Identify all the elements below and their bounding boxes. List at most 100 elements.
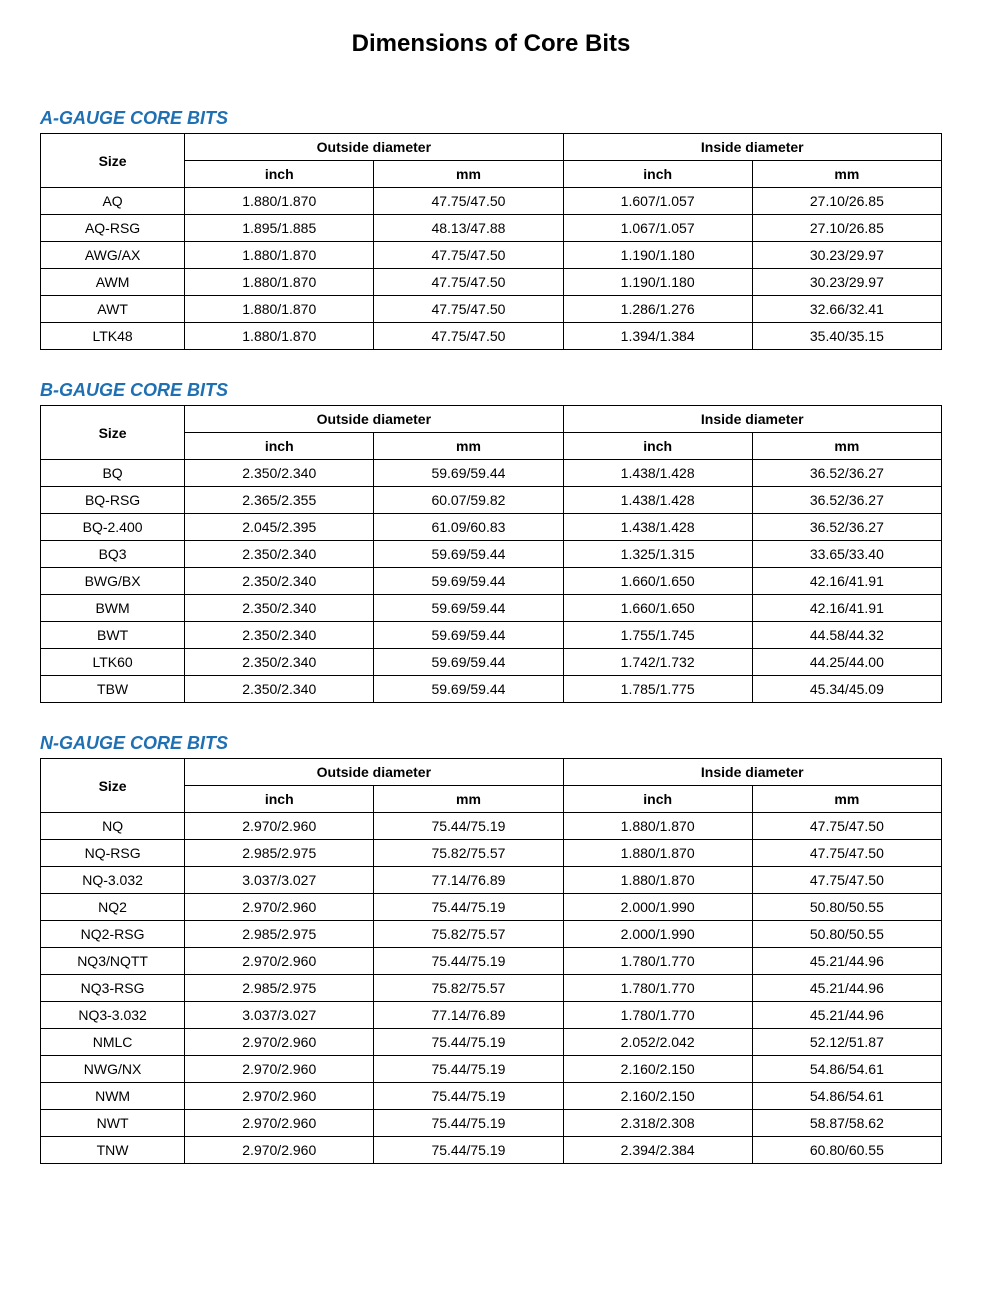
cell-id_in: 1.325/1.315 [563, 541, 752, 568]
table-row: BQ32.350/2.34059.69/59.441.325/1.31533.6… [41, 541, 942, 568]
table-row: NQ3/NQTT2.970/2.96075.44/75.191.780/1.77… [41, 948, 942, 975]
cell-id_mm: 47.75/47.50 [752, 813, 941, 840]
cell-id_in: 2.318/2.308 [563, 1110, 752, 1137]
cell-size: BWG/BX [41, 568, 185, 595]
cell-id_mm: 42.16/41.91 [752, 595, 941, 622]
table-row: BQ-2.4002.045/2.39561.09/60.831.438/1.42… [41, 514, 942, 541]
data-table: SizeOutside diameterInside diameterinchm… [40, 758, 942, 1164]
cell-id_in: 2.000/1.990 [563, 894, 752, 921]
cell-size: NQ3-RSG [41, 975, 185, 1002]
cell-id_mm: 45.21/44.96 [752, 1002, 941, 1029]
cell-od_mm: 59.69/59.44 [374, 541, 563, 568]
page-title: Dimensions of Core Bits [40, 30, 942, 58]
cell-od_in: 2.350/2.340 [185, 595, 374, 622]
cell-id_in: 1.607/1.057 [563, 188, 752, 215]
cell-id_in: 1.067/1.057 [563, 215, 752, 242]
cell-size: NQ-3.032 [41, 867, 185, 894]
cell-od_mm: 75.44/75.19 [374, 1056, 563, 1083]
cell-id_mm: 36.52/36.27 [752, 460, 941, 487]
cell-id_in: 1.880/1.870 [563, 813, 752, 840]
cell-id_in: 2.160/2.150 [563, 1083, 752, 1110]
col-subheader-mm-1: mm [374, 161, 563, 188]
col-header-size: Size [41, 134, 185, 188]
table-row: LTK481.880/1.87047.75/47.501.394/1.38435… [41, 323, 942, 350]
cell-id_in: 1.438/1.428 [563, 487, 752, 514]
cell-id_in: 2.000/1.990 [563, 921, 752, 948]
table-row: NQ-3.0323.037/3.02777.14/76.891.880/1.87… [41, 867, 942, 894]
cell-od_in: 2.985/2.975 [185, 975, 374, 1002]
cell-od_in: 2.350/2.340 [185, 568, 374, 595]
cell-od_in: 2.365/2.355 [185, 487, 374, 514]
cell-id_mm: 44.58/44.32 [752, 622, 941, 649]
cell-size: BWM [41, 595, 185, 622]
table-row: TBW2.350/2.34059.69/59.441.785/1.77545.3… [41, 676, 942, 703]
table-row: BWG/BX2.350/2.34059.69/59.441.660/1.6504… [41, 568, 942, 595]
col-header-size: Size [41, 406, 185, 460]
col-subheader-mm-3: mm [752, 433, 941, 460]
cell-size: TBW [41, 676, 185, 703]
cell-od_in: 2.350/2.340 [185, 622, 374, 649]
cell-od_mm: 47.75/47.50 [374, 323, 563, 350]
col-subheader-inch-2: inch [563, 786, 752, 813]
col-subheader-mm-3: mm [752, 786, 941, 813]
cell-size: NQ3-3.032 [41, 1002, 185, 1029]
cell-od_mm: 59.69/59.44 [374, 595, 563, 622]
col-subheader-mm-1: mm [374, 786, 563, 813]
cell-id_in: 1.660/1.650 [563, 595, 752, 622]
cell-od_in: 1.880/1.870 [185, 296, 374, 323]
col-subheader-mm-3: mm [752, 161, 941, 188]
cell-od_in: 2.970/2.960 [185, 813, 374, 840]
cell-od_mm: 47.75/47.50 [374, 242, 563, 269]
cell-size: TNW [41, 1137, 185, 1164]
cell-id_mm: 44.25/44.00 [752, 649, 941, 676]
cell-od_in: 2.970/2.960 [185, 1110, 374, 1137]
cell-id_mm: 27.10/26.85 [752, 215, 941, 242]
cell-id_mm: 30.23/29.97 [752, 269, 941, 296]
cell-id_in: 2.052/2.042 [563, 1029, 752, 1056]
table-row: BQ2.350/2.34059.69/59.441.438/1.42836.52… [41, 460, 942, 487]
table-row: LTK602.350/2.34059.69/59.441.742/1.73244… [41, 649, 942, 676]
cell-od_mm: 75.82/75.57 [374, 921, 563, 948]
cell-size: BQ3 [41, 541, 185, 568]
cell-id_mm: 27.10/26.85 [752, 188, 941, 215]
cell-size: NMLC [41, 1029, 185, 1056]
cell-od_mm: 47.75/47.50 [374, 296, 563, 323]
cell-od_mm: 60.07/59.82 [374, 487, 563, 514]
cell-size: NWT [41, 1110, 185, 1137]
col-header-inside: Inside diameter [563, 759, 941, 786]
cell-id_in: 1.880/1.870 [563, 840, 752, 867]
cell-id_in: 1.780/1.770 [563, 1002, 752, 1029]
cell-id_mm: 54.86/54.61 [752, 1056, 941, 1083]
col-subheader-inch-0: inch [185, 433, 374, 460]
col-subheader-inch-2: inch [563, 433, 752, 460]
cell-id_mm: 36.52/36.27 [752, 514, 941, 541]
cell-id_in: 2.394/2.384 [563, 1137, 752, 1164]
table-row: AWT1.880/1.87047.75/47.501.286/1.27632.6… [41, 296, 942, 323]
cell-od_mm: 59.69/59.44 [374, 622, 563, 649]
col-header-outside: Outside diameter [185, 406, 563, 433]
cell-size: BQ-RSG [41, 487, 185, 514]
cell-od_mm: 75.44/75.19 [374, 1029, 563, 1056]
cell-od_mm: 61.09/60.83 [374, 514, 563, 541]
cell-id_in: 1.286/1.276 [563, 296, 752, 323]
col-header-inside: Inside diameter [563, 406, 941, 433]
cell-size: BQ [41, 460, 185, 487]
cell-id_mm: 60.80/60.55 [752, 1137, 941, 1164]
table-row: NWT2.970/2.96075.44/75.192.318/2.30858.8… [41, 1110, 942, 1137]
cell-id_mm: 54.86/54.61 [752, 1083, 941, 1110]
cell-od_in: 1.880/1.870 [185, 323, 374, 350]
cell-size: BWT [41, 622, 185, 649]
cell-od_mm: 75.44/75.19 [374, 813, 563, 840]
table-row: NQ-RSG2.985/2.97575.82/75.571.880/1.8704… [41, 840, 942, 867]
cell-size: NQ2-RSG [41, 921, 185, 948]
cell-od_in: 2.985/2.975 [185, 921, 374, 948]
cell-id_mm: 33.65/33.40 [752, 541, 941, 568]
table-header-row: SizeOutside diameterInside diameter [41, 134, 942, 161]
table-header-row: SizeOutside diameterInside diameter [41, 406, 942, 433]
col-subheader-mm-1: mm [374, 433, 563, 460]
cell-size: NQ2 [41, 894, 185, 921]
col-subheader-inch-2: inch [563, 161, 752, 188]
cell-id_in: 1.438/1.428 [563, 514, 752, 541]
cell-size: LTK48 [41, 323, 185, 350]
col-header-outside: Outside diameter [185, 759, 563, 786]
